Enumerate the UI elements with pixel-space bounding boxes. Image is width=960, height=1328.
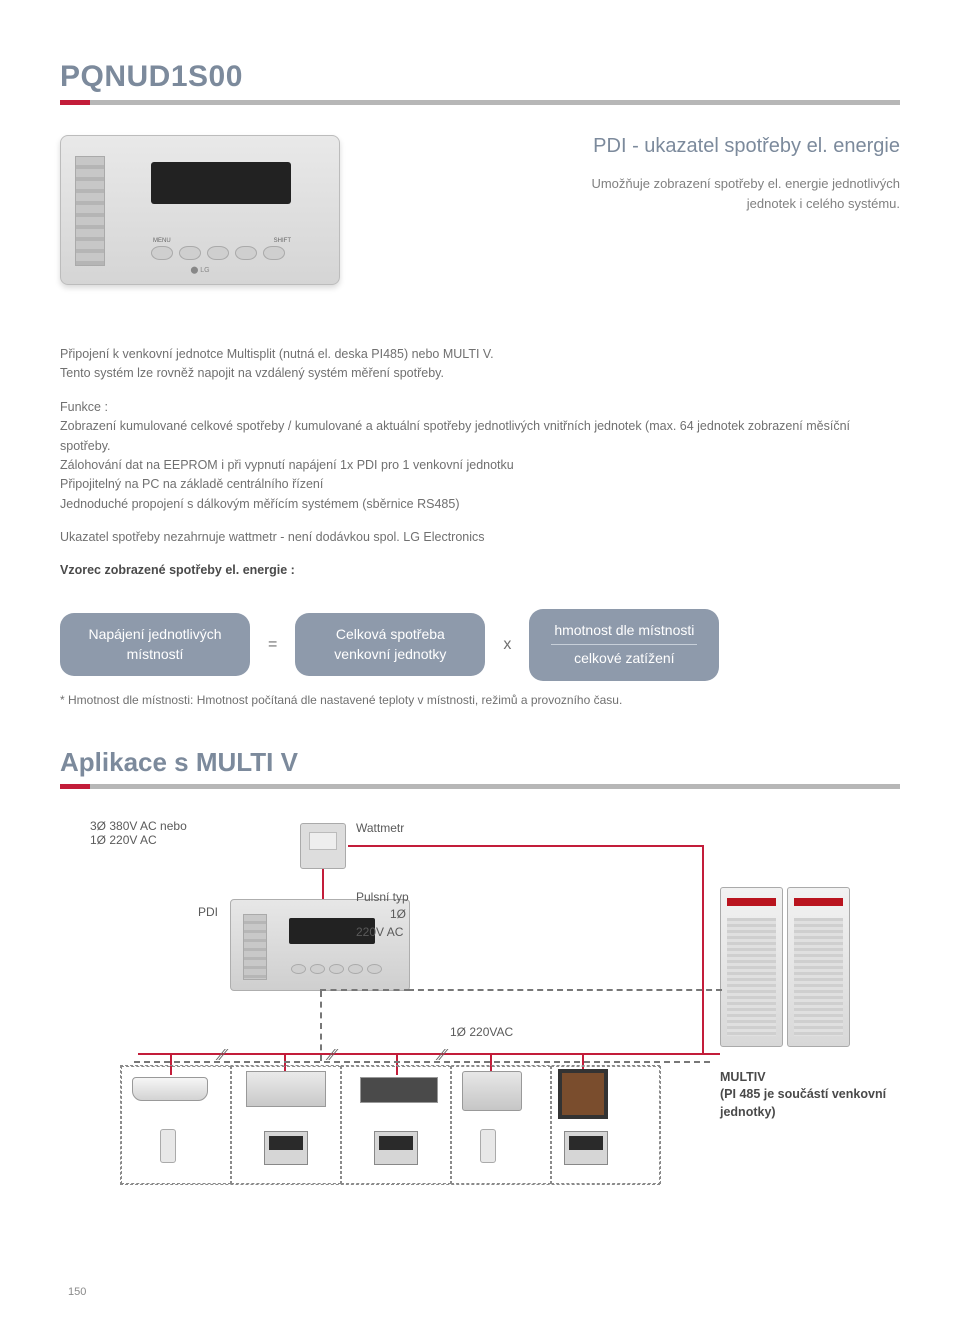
multiv-l1: MULTIV — [720, 1070, 766, 1084]
wire-red — [348, 845, 704, 847]
formula-row: Napájení jednotlivých místností = Celkov… — [60, 609, 900, 681]
formula-label: Vzorec zobrazené spotřeby el. energie : — [60, 561, 900, 580]
intro-p2: Tento systém lze rovněž napojit na vzdál… — [60, 366, 444, 380]
multiv-note: MULTIV (PI 485 je součástí venkovní jedn… — [720, 1069, 910, 1122]
wired-controller-icon — [374, 1131, 418, 1165]
equals-sign: = — [268, 636, 277, 654]
pulsni-label: Pulsní typ 1Ø 220V AC — [356, 889, 409, 941]
indoor-cassette-icon — [246, 1071, 326, 1107]
formula-footnote: * Hmotnost dle místnosti: Hmotnost počít… — [60, 693, 900, 707]
application-diagram: 3Ø 380V AC nebo 1Ø 220V AC Wattmetr PDI … — [60, 819, 860, 1199]
multiv-l2: (PI 485 je součástí venkovní jednotky) — [720, 1087, 886, 1119]
break-mark: ⁄⁄ — [440, 1047, 445, 1065]
remote-icon — [160, 1129, 176, 1163]
intro-row: MENU SHIFT ⬤ LG PDI - ukazatel spotřeby … — [60, 135, 900, 285]
page-title: PQNUD1S00 — [60, 60, 900, 94]
description: Umožňuje zobrazení spotřeby el. energie … — [380, 174, 900, 213]
wired-controller-icon — [264, 1131, 308, 1165]
indoor-artcool-icon — [558, 1069, 608, 1119]
formula-b1-l2: místností — [127, 646, 184, 662]
indoor-floor-icon — [462, 1071, 522, 1111]
desc-line2: jednotek i celého systému. — [747, 196, 900, 211]
funkce-1: Zobrazení kumulované celkové spotřeby / … — [60, 419, 850, 452]
supply-l2: 1Ø 220V AC — [90, 833, 157, 847]
indoor-wall-unit-icon — [132, 1077, 208, 1101]
funkce-3: Připojitelný na PC na základě centrálníh… — [60, 477, 323, 491]
wire-red — [702, 1053, 720, 1055]
funkce-2: Zálohování dat na EEPROM i při vypnutí n… — [60, 458, 514, 472]
wattmetr-note: Ukazatel spotřeby nezahrnuje wattmetr - … — [60, 528, 900, 547]
section2-rule — [60, 784, 900, 789]
outdoor-units-icon — [720, 887, 850, 1047]
subtitle: PDI - ukazatel spotřeby el. energie — [380, 135, 900, 158]
formula-box-3: hmotnost dle místnosti celkové zatížení — [529, 609, 719, 681]
wire-red — [702, 845, 704, 1055]
remote-icon — [480, 1129, 496, 1163]
intro-p1: Připojení k venkovní jednotce Multisplit… — [60, 347, 494, 361]
wire-dash — [320, 989, 410, 991]
product-image: MENU SHIFT ⬤ LG — [60, 135, 340, 285]
section2-title: Aplikace s MULTI V — [60, 747, 900, 778]
formula-b3-top: hmotnost dle místnosti — [554, 622, 694, 638]
mid-voltage-label: 1Ø 220VAC — [450, 1025, 513, 1039]
desc-line1: Umožňuje zobrazení spotřeby el. energie … — [591, 176, 900, 191]
wattmetr-label: Wattmetr — [356, 821, 404, 835]
pulsni-l1: Pulsní typ — [356, 890, 409, 904]
formula-b2-l1: Celková spotřeba — [336, 626, 445, 642]
break-mark: ⁄⁄ — [330, 1047, 335, 1065]
funkce-4: Jednoduché propojení s dálkovým měřícím … — [60, 497, 459, 511]
formula-b1-l1: Napájení jednotlivých — [88, 626, 221, 642]
supply-label: 3Ø 380V AC nebo 1Ø 220V AC — [90, 819, 187, 847]
wired-controller-icon — [564, 1131, 608, 1165]
page-number: 150 — [68, 1286, 86, 1298]
formula-b2-l2: venkovní jednotky — [334, 646, 446, 662]
formula-b3-bot: celkové zatížení — [574, 650, 674, 666]
supply-l1: 3Ø 380V AC nebo — [90, 819, 187, 833]
pulsni-l3: 220V AC — [356, 925, 403, 939]
wire-red — [322, 869, 324, 899]
device-menu-label: MENU — [153, 238, 171, 244]
body-text: Připojení k venkovní jednotce Multisplit… — [60, 345, 900, 581]
pdi-label: PDI — [198, 905, 218, 919]
break-mark: ⁄⁄ — [220, 1047, 225, 1065]
wattmetr-icon — [300, 823, 346, 869]
funkce-label: Funkce : — [60, 400, 108, 414]
indoor-duct-icon — [360, 1077, 438, 1103]
title-rule — [60, 100, 900, 105]
pulsni-l2: 1Ø — [356, 907, 406, 921]
times-sign: x — [503, 636, 511, 654]
formula-box-1: Napájení jednotlivých místností — [60, 613, 250, 676]
wire-dash — [320, 991, 322, 1061]
device-brand: ⬤ LG — [190, 266, 209, 274]
formula-box-2: Celková spotřeba venkovní jednotky — [295, 613, 485, 676]
device-shift-label: SHIFT — [274, 238, 291, 244]
wire-dash — [408, 989, 722, 991]
